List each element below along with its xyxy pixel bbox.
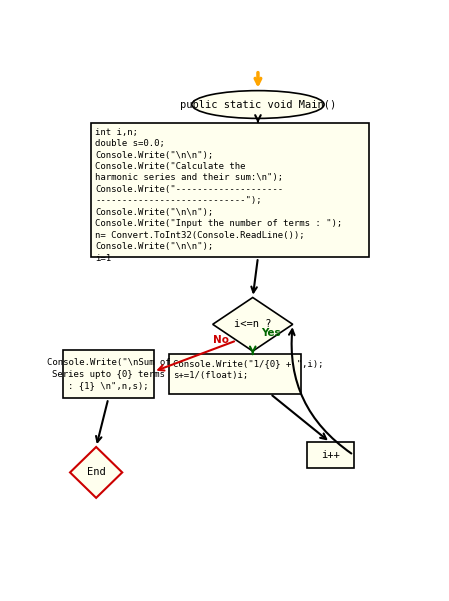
Text: Console.Write("\nSum of
Series upto {0} terms
: {1} \n",n,s);: Console.Write("\nSum of Series upto {0} … — [47, 358, 170, 391]
Text: public static void Main(): public static void Main() — [180, 100, 336, 109]
Ellipse shape — [192, 91, 324, 118]
Text: No: No — [213, 335, 229, 345]
Polygon shape — [70, 447, 122, 498]
FancyBboxPatch shape — [63, 350, 154, 398]
FancyBboxPatch shape — [307, 442, 354, 468]
Text: i++: i++ — [321, 450, 339, 460]
Text: Console.Write("1/{0} + ",i);
s+=1/(float)i;: Console.Write("1/{0} + ",i); s+=1/(float… — [173, 359, 324, 380]
FancyBboxPatch shape — [91, 123, 369, 257]
Text: Yes: Yes — [261, 328, 281, 338]
Text: int i,n;
double s=0.0;
Console.Write("\n\n");
Console.Write("Calculate the
harmo: int i,n; double s=0.0; Console.Write("\n… — [96, 127, 343, 263]
Text: i<=n ?: i<=n ? — [234, 319, 272, 329]
Polygon shape — [213, 297, 293, 351]
Text: End: End — [87, 468, 106, 477]
FancyBboxPatch shape — [169, 355, 301, 394]
